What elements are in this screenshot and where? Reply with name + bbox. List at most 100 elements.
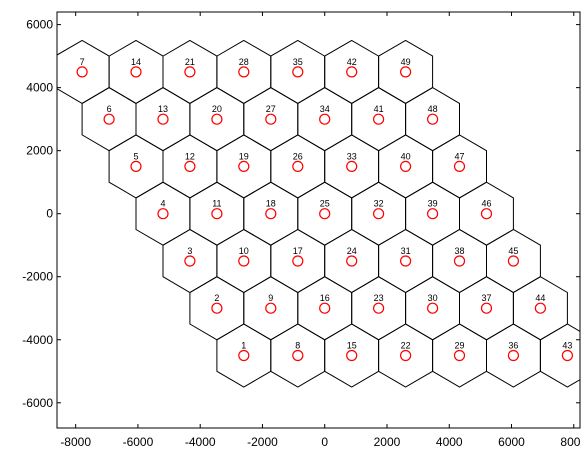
- cell-number-label: 31: [401, 246, 411, 256]
- hexagon-cell: [432, 323, 487, 388]
- site-marker: [238, 160, 250, 172]
- cell-number-label: 38: [454, 246, 464, 256]
- site-marker: [184, 66, 196, 78]
- hexagon-cell: [216, 228, 272, 294]
- site-marker: [507, 349, 520, 362]
- hexagon-cell: [189, 276, 245, 341]
- hexagon-cell: [108, 134, 164, 199]
- site-marker: [76, 66, 88, 78]
- hexagon-cell: [270, 134, 326, 199]
- hexagon-cell: [405, 181, 460, 246]
- y-tick-label: -6000: [22, 396, 53, 410]
- cell-number-label: 25: [320, 199, 330, 209]
- site-marker: [184, 160, 196, 172]
- site-marker: [265, 302, 277, 314]
- site-marker: [427, 208, 439, 220]
- hexagon-cell: [432, 228, 487, 294]
- hexagon-cell: [162, 39, 218, 104]
- hexagon-cell: [81, 87, 137, 152]
- hexagon-cell: [324, 228, 380, 294]
- y-tick-label: 4000: [26, 81, 53, 95]
- cell-number-label: 14: [131, 57, 141, 67]
- hexagon-cell: [378, 134, 434, 199]
- hexagon-cell: [324, 39, 380, 104]
- site-marker: [319, 208, 331, 220]
- hexagon-cell: [243, 276, 299, 341]
- cell-number-label: 13: [158, 104, 168, 114]
- site-marker: [211, 208, 223, 220]
- hexagon-cell: [216, 323, 272, 388]
- site-marker: [130, 160, 142, 172]
- site-marker: [265, 208, 277, 220]
- hexagon-cell: [432, 134, 487, 199]
- cell-number-label: 15: [347, 341, 357, 351]
- hexagon-cell: [459, 181, 514, 246]
- cell-number-label: 7: [80, 57, 85, 67]
- cell-number-label: 39: [428, 199, 438, 209]
- cell-number-label: 49: [401, 57, 411, 67]
- hexagon-cell: [243, 87, 299, 152]
- site-marker: [238, 255, 250, 267]
- hexagon-cell: [351, 276, 407, 341]
- cell-number-label: 24: [347, 246, 357, 256]
- cell-number-label: 26: [293, 151, 303, 161]
- cell-number-label: 9: [268, 293, 273, 303]
- site-marker: [238, 349, 250, 362]
- cell-number-label: 19: [239, 151, 249, 161]
- hexagon-cell: [324, 323, 380, 388]
- site-marker: [373, 302, 385, 314]
- y-tick-label: -4000: [22, 333, 53, 347]
- site-marker: [265, 113, 277, 125]
- y-tick-label: 2000: [26, 144, 53, 158]
- cell-number-label: 34: [320, 104, 330, 114]
- cell-number-label: 46: [481, 199, 491, 209]
- hexagon-cell: [243, 181, 299, 246]
- hexagon-cell: [297, 87, 353, 152]
- x-tick-label: -8000: [60, 435, 91, 449]
- hexagon-cell: [378, 228, 434, 294]
- cell-number-label: 33: [347, 151, 357, 161]
- site-marker: [157, 208, 169, 220]
- cell-number-label: 45: [508, 246, 518, 256]
- hexagon-cell: [162, 134, 218, 199]
- site-marker: [346, 160, 358, 172]
- x-tick-label: 6000: [498, 435, 525, 449]
- site-marker: [130, 66, 142, 78]
- site-marker: [292, 349, 304, 362]
- cell-number-label: 12: [185, 151, 195, 161]
- site-marker: [211, 113, 223, 125]
- site-marker: [480, 302, 493, 314]
- cell-number-label: 28: [239, 57, 249, 67]
- site-marker: [103, 113, 115, 125]
- site-marker: [400, 160, 412, 172]
- y-tick-label: 0: [46, 207, 53, 221]
- site-marker: [480, 208, 493, 220]
- hexagon-cell: [512, 276, 568, 341]
- cell-number-label: 6: [107, 104, 112, 114]
- site-marker: [292, 66, 304, 78]
- cell-number-label: 48: [428, 104, 438, 114]
- site-marker: [373, 208, 385, 220]
- site-marker: [427, 302, 439, 314]
- cell-number-label: 29: [454, 341, 464, 351]
- y-tick-label: -2000: [22, 270, 53, 284]
- site-marker: [400, 66, 412, 78]
- hexagon-cell: [459, 276, 514, 341]
- cell-number-label: 22: [401, 341, 411, 351]
- hexagon-cell: [189, 87, 245, 152]
- cell-number-label: 43: [562, 341, 572, 351]
- cell-number-label: 47: [454, 151, 464, 161]
- site-marker: [346, 349, 358, 362]
- site-marker: [184, 255, 196, 267]
- site-marker: [346, 255, 358, 267]
- hexagon-cell: [270, 39, 326, 104]
- cell-number-label: 3: [187, 246, 192, 256]
- axes-box: [56, 11, 581, 429]
- site-marker: [507, 255, 520, 267]
- cell-number-label: 32: [374, 199, 384, 209]
- cell-number-label: 10: [239, 246, 249, 256]
- cell-number-label: 36: [508, 341, 518, 351]
- cell-number-label: 16: [320, 293, 330, 303]
- cell-number-label: 41: [374, 104, 384, 114]
- hexagon-cell: [270, 323, 326, 388]
